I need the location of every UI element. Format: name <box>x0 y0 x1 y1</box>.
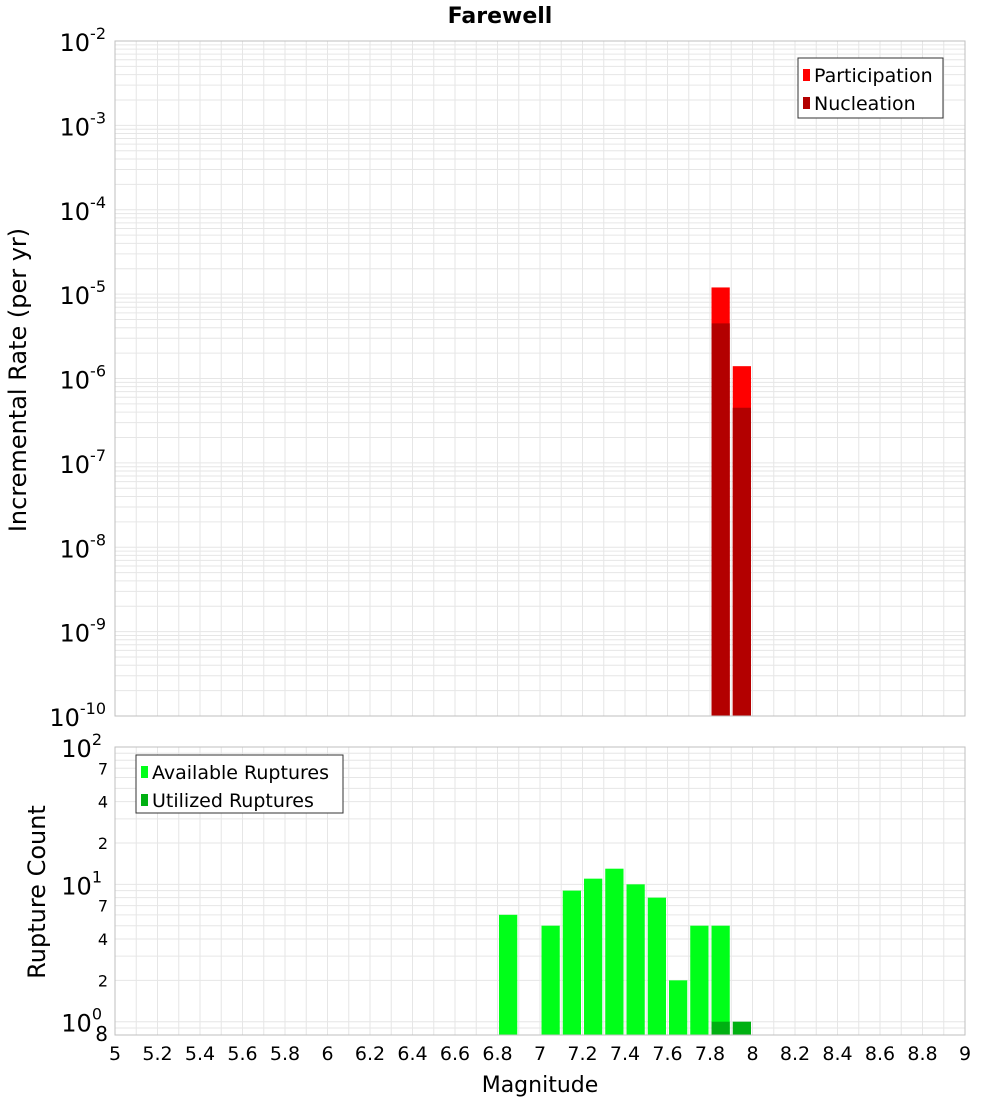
y-tick-exponent: -4 <box>90 193 106 212</box>
y-tick-base: 10 <box>61 735 92 763</box>
y-tick-exponent: 2 <box>92 730 102 749</box>
x-tick-label: 6 <box>321 1043 333 1065</box>
x-tick-label: 5 <box>109 1043 121 1065</box>
y-tick-label: 10-6 <box>60 362 107 395</box>
legend-swatch <box>141 766 148 778</box>
x-tick-label: 7.8 <box>695 1043 725 1065</box>
y-tick-base: 10 <box>60 620 91 648</box>
y-axis-label: Rupture Count <box>23 805 51 979</box>
y-tick-label: 10-8 <box>60 530 107 563</box>
rate-panel: 10-1010-910-810-710-610-510-410-310-2Inc… <box>4 24 966 732</box>
chart-title: Farewell <box>448 4 553 29</box>
y-tick-label: 10-2 <box>60 24 107 57</box>
available-ruptures-bar <box>690 925 709 1035</box>
y-tick-base: 10 <box>60 29 91 57</box>
y-tick-exponent: 0 <box>92 1005 102 1024</box>
x-tick-label: 5.2 <box>142 1043 172 1065</box>
x-axis: 5 5.2 5.4 5.6 5.8 6 6.2 6.4 6.6 6.8 7 7.2 7.4 7.6 7.8 8… <box>109 1043 971 1065</box>
available-ruptures-bar <box>541 925 560 1035</box>
y-tick-base: 10 <box>61 1010 92 1038</box>
x-tick-label: 5.6 <box>227 1043 257 1065</box>
y-tick-exponent: -9 <box>90 615 106 634</box>
available-ruptures-bar <box>626 884 645 1035</box>
x-tick-label: 6.6 <box>440 1043 470 1065</box>
y-tick-exponent: -10 <box>80 699 106 718</box>
y-minor-tick-label: 4 <box>98 793 108 812</box>
legend-swatch <box>803 97 810 109</box>
x-tick-label: 8 <box>746 1043 758 1065</box>
y-tick-exponent: -2 <box>90 24 106 43</box>
y-tick-exponent: 1 <box>92 867 102 886</box>
y-tick-label: 10-10 <box>49 699 106 732</box>
y-tick-exponent: -5 <box>90 277 106 296</box>
available-ruptures-bar <box>669 980 688 1035</box>
x-tick-label: 8.2 <box>780 1043 810 1065</box>
available-ruptures-bar <box>584 878 603 1035</box>
y-tick-label: 10-4 <box>60 193 107 226</box>
legend-label: Participation <box>814 65 933 87</box>
legend-box <box>135 754 344 814</box>
y-tick-exponent: -8 <box>90 530 106 549</box>
x-tick-label: 5.8 <box>270 1043 300 1065</box>
available-ruptures-bar <box>647 897 666 1035</box>
x-tick-label: 8.6 <box>865 1043 895 1065</box>
x-tick-label: 7.4 <box>610 1043 640 1065</box>
rate-plot-frame <box>114 40 966 717</box>
legend-label: Utilized Ruptures <box>152 790 314 812</box>
x-axis-label: Magnitude <box>482 1073 599 1098</box>
y-tick-base: 10 <box>60 113 91 141</box>
y-tick-label: 10-5 <box>60 277 107 310</box>
y-minor-tick-label: 7 <box>98 759 108 778</box>
x-tick-label: 7 <box>534 1043 546 1065</box>
y-tick-exponent: -6 <box>90 362 106 381</box>
utilized-ruptures-bar <box>732 1021 751 1035</box>
y-tick-base: 10 <box>49 704 80 732</box>
available-ruptures-bar <box>499 914 518 1035</box>
available-ruptures-bar <box>605 868 624 1035</box>
y-minor-tick-label: 4 <box>98 930 108 949</box>
y-minor-tick-label: 2 <box>98 834 108 853</box>
count-plot-frame <box>114 746 966 1036</box>
legend-box <box>797 57 944 119</box>
y-minor-tick-label: 7 <box>98 897 108 916</box>
y-minor-tick-label: 2 <box>98 971 108 990</box>
legend-label: Available Ruptures <box>152 762 329 784</box>
y-axis-label: Incremental Rate (per yr) <box>4 228 32 532</box>
y-tick-base: 10 <box>61 872 92 900</box>
x-tick-label: 8.4 <box>822 1043 852 1065</box>
y-tick-label: 10-3 <box>60 108 107 141</box>
x-tick-label: 8.8 <box>907 1043 937 1065</box>
x-tick-label: 6.8 <box>482 1043 512 1065</box>
legend-swatch <box>141 794 148 806</box>
available-ruptures-bar <box>711 925 730 1035</box>
y-tick-label: 10-9 <box>60 615 107 648</box>
y-tick-base: 10 <box>60 535 91 563</box>
legend-swatch <box>803 69 810 81</box>
x-tick-label: 9 <box>959 1043 971 1065</box>
nucleation-bar <box>732 407 751 716</box>
nucleation-bar <box>711 323 730 716</box>
y-tick-label: 10-7 <box>60 446 107 479</box>
y-tick-label: 100 <box>61 1005 102 1038</box>
x-tick-label: 5.4 <box>185 1043 215 1065</box>
y-tick-base: 10 <box>60 282 91 310</box>
y-tick-base: 10 <box>60 451 91 479</box>
x-tick-label: 7.2 <box>567 1043 597 1065</box>
y-tick-base: 10 <box>60 198 91 226</box>
legend-label: Nucleation <box>814 93 916 115</box>
x-tick-label: 7.6 <box>652 1043 682 1065</box>
y-tick-base: 10 <box>60 367 91 395</box>
y-tick-label: 101 <box>61 867 102 900</box>
utilized-ruptures-bar <box>711 1021 730 1035</box>
y-tick-exponent: -7 <box>90 446 106 465</box>
y-tick-label: 102 <box>61 730 102 763</box>
y-minor-tick-label: 8 <box>95 1022 108 1046</box>
y-tick-exponent: -3 <box>90 108 106 127</box>
x-tick-label: 6.4 <box>397 1043 427 1065</box>
x-tick-label: 6.2 <box>355 1043 385 1065</box>
available-ruptures-bar <box>562 890 581 1035</box>
